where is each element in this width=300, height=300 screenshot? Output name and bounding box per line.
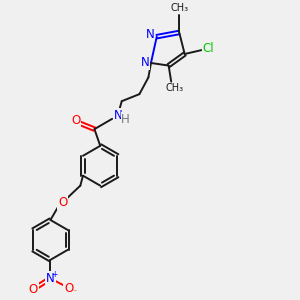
Text: O: O [64,282,74,295]
Text: N: N [141,56,150,70]
Text: O: O [71,114,80,127]
Text: H: H [121,113,130,126]
Text: O: O [29,283,38,296]
Text: N: N [113,109,122,122]
Text: N: N [46,272,55,285]
Text: +: + [51,270,58,279]
Text: N: N [146,28,155,40]
Text: ⁻: ⁻ [72,287,76,296]
Text: Cl: Cl [202,42,214,55]
Text: CH₃: CH₃ [166,83,184,93]
Text: CH₃: CH₃ [170,3,188,14]
Text: O: O [58,196,67,209]
